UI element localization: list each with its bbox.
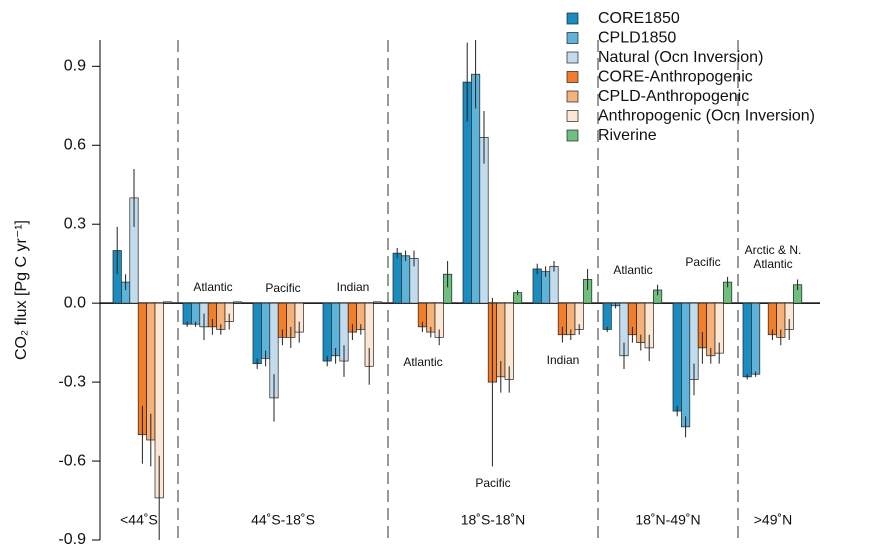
y-tick-label: 0.9	[64, 58, 86, 75]
basin-label-box: Pacific	[685, 254, 721, 269]
region-label: 18˚N-49˚N	[635, 512, 700, 528]
legend-swatch	[566, 51, 579, 64]
y-tick-label: 0.0	[64, 294, 86, 311]
legend-swatch	[566, 90, 579, 103]
legend-label: Riverine	[598, 127, 657, 144]
bar	[681, 302, 691, 428]
basin-label: Atlantic	[613, 262, 653, 277]
bar	[672, 302, 682, 412]
bar	[471, 73, 481, 304]
legend-swatch	[566, 110, 579, 122]
basin-label-box: Pacific	[265, 281, 301, 296]
legend-swatch	[566, 12, 579, 25]
basin-label: Pacific	[265, 281, 301, 296]
legend-label: Natural (Ocn Inversion)	[598, 49, 763, 66]
legend-label: Anthropogenic (Ocn Inversion)	[598, 108, 815, 125]
bar	[392, 252, 402, 304]
region-label: >49˚N	[754, 512, 793, 528]
bar	[163, 301, 173, 304]
bar	[182, 302, 192, 325]
bar	[602, 302, 612, 330]
bar	[373, 301, 383, 304]
bar	[233, 301, 243, 304]
basin-label: Pacific	[475, 476, 511, 491]
bar	[252, 302, 262, 365]
basin-label: Pacific	[685, 254, 721, 269]
basin-label: Indian	[546, 352, 580, 367]
legend-swatch	[566, 71, 579, 83]
bar	[751, 302, 761, 375]
basin-label-box: Pacific	[475, 476, 511, 491]
legend-label: CORE-Anthropogenic	[598, 69, 753, 86]
legend-swatch	[566, 129, 579, 142]
basin-label: Atlantic	[403, 355, 443, 370]
legend-label: CORE1850	[598, 10, 680, 27]
bar	[742, 302, 752, 378]
basin-label: Indian	[336, 279, 370, 294]
basin-label-box: Arctic & N. Atlantic	[744, 243, 802, 272]
legend-label: CPLD-Anthropogenic	[598, 88, 749, 105]
y-tick-label: -0.3	[58, 373, 86, 390]
basin-label: Atlantic	[193, 279, 233, 294]
y-tick-label: 0.3	[64, 215, 86, 232]
region-label: 18˚S-18˚N	[461, 512, 526, 528]
region-label: <44˚S	[120, 512, 158, 528]
basin-label-box: Atlantic	[403, 355, 443, 370]
legend-swatch	[566, 32, 579, 44]
basin-label: Arctic & N. Atlantic	[744, 243, 802, 272]
basin-label-box: Atlantic	[193, 279, 233, 294]
bar	[549, 265, 559, 304]
y-tick-label: -0.9	[58, 531, 86, 548]
basin-label-box: Indian	[336, 279, 370, 294]
y-tick-label: -0.6	[58, 452, 86, 469]
region-label: 44˚S-18˚S	[251, 512, 315, 528]
bar	[401, 255, 411, 304]
bar	[191, 302, 201, 325]
y-tick-label: 0.6	[64, 136, 86, 153]
bar	[322, 302, 332, 362]
basin-label-box: Atlantic	[613, 262, 653, 277]
legend-label: CPLD1850	[598, 30, 676, 47]
y-axis-label: CO₂ flux [Pg C yr⁻¹]	[13, 220, 30, 360]
bar	[261, 302, 271, 359]
basin-label-box: Indian	[546, 352, 580, 367]
